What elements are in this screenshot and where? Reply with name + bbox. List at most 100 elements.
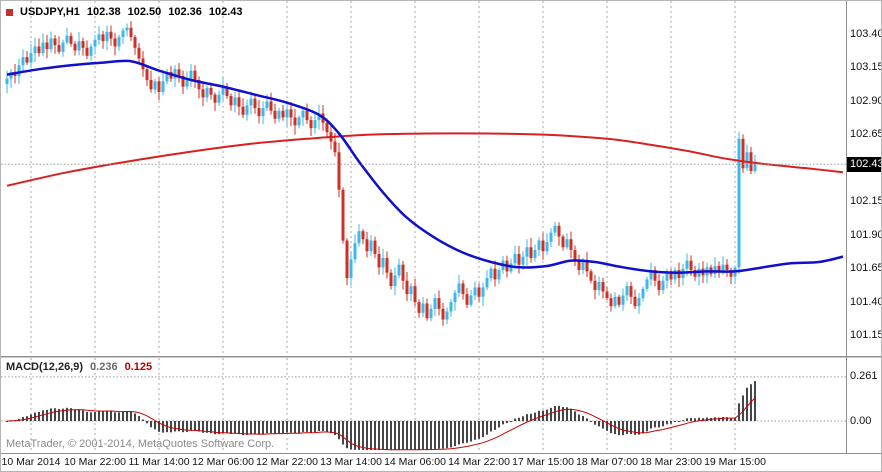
price-axis-label: 102.15 (850, 195, 882, 208)
macd-bar (494, 421, 496, 430)
macd-bar (326, 421, 328, 432)
macd-bar (582, 415, 584, 421)
candle-body (433, 298, 437, 309)
candle-body (41, 42, 45, 54)
macd-bar (270, 421, 272, 434)
macd-bar (334, 421, 336, 436)
macd-bar (290, 421, 292, 433)
candle-body (481, 287, 485, 297)
candle-body (285, 109, 289, 118)
macd-bar (474, 421, 476, 440)
macd-signal-line (6, 397, 756, 451)
candle-body (449, 302, 453, 312)
candle-body (333, 141, 337, 153)
macd-bar (186, 421, 188, 432)
macd-bar (598, 421, 600, 427)
candle-body (405, 280, 409, 295)
candle-body (665, 271, 669, 281)
macd-bar (350, 421, 352, 450)
macd-bar (58, 408, 60, 421)
macd-bar (618, 421, 620, 436)
window-splitter[interactable] (1, 356, 881, 358)
macd-bar (94, 412, 96, 421)
macd-bar (450, 421, 452, 448)
candle-body (69, 35, 73, 44)
candle-body (65, 35, 69, 43)
macd-bar (170, 421, 172, 433)
candle-body (281, 110, 285, 118)
macd-axis[interactable]: 0.261 0.00 (848, 358, 881, 453)
macd-bar (190, 421, 192, 431)
time-axis-label: 12 Mar 06:00 (192, 456, 254, 468)
macd-bar (446, 421, 448, 449)
candle-body (693, 270, 697, 277)
candle-body (105, 31, 109, 42)
macd-main-value: 0.236 (90, 361, 118, 373)
macd-bar (346, 421, 348, 449)
macd-bar (682, 420, 684, 422)
macd-bar (90, 412, 92, 421)
macd-bar (502, 421, 504, 425)
macd-axis-label: 0.00 (850, 414, 872, 427)
macd-bar (650, 421, 652, 429)
candle-body (721, 264, 725, 273)
candle-body (737, 138, 741, 268)
time-axis-label: 18 Mar 23:00 (640, 456, 702, 468)
macd-bar (50, 408, 52, 421)
time-axis[interactable]: 10 Mar 2014 10 Mar 22:00 11 Mar 14:00 12 Ma… (1, 454, 846, 471)
macd-bar (194, 421, 196, 431)
macd-panel-canvas[interactable] (1, 358, 846, 453)
candle-body (317, 113, 321, 121)
candle-body (369, 240, 373, 252)
candle-body (553, 225, 557, 233)
candle-body (393, 275, 397, 287)
candle-body (49, 38, 53, 50)
candle-body (413, 286, 417, 303)
macd-bar (694, 418, 696, 421)
candle-body (301, 110, 305, 118)
macd-bar (310, 421, 312, 433)
candle-body (293, 117, 297, 126)
macd-bar (522, 416, 524, 421)
macd-bar (578, 414, 580, 421)
macd-bar (430, 421, 432, 450)
macd-bar (442, 421, 444, 449)
price-axis-label: 102.90 (850, 94, 882, 107)
macd-bar (486, 421, 488, 435)
candle-body (5, 78, 9, 84)
macd-bar (238, 421, 240, 435)
macd-bar (730, 418, 732, 421)
candle-body (381, 257, 385, 268)
macd-bar (138, 416, 140, 421)
macd-bar (630, 421, 632, 435)
candle-body (117, 37, 121, 47)
macd-bar (54, 408, 56, 421)
macd-bar (318, 421, 320, 432)
candle-body (61, 42, 65, 52)
candle-body (589, 271, 593, 281)
price-chart-canvas[interactable] (1, 1, 846, 356)
candle-body (729, 270, 733, 277)
candle-body (313, 120, 317, 129)
macd-bar (534, 412, 536, 421)
candle-body (605, 291, 609, 299)
macd-bar (530, 413, 532, 421)
candle-body (417, 302, 421, 313)
macd-bar (110, 411, 112, 421)
price-axis[interactable]: 103.40103.15102.90102.65102.40102.15101.… (848, 1, 882, 356)
macd-bar (118, 412, 120, 421)
candle-body (85, 47, 89, 56)
macd-bar (242, 421, 244, 436)
candle-body (305, 110, 309, 121)
macd-bar (434, 421, 436, 449)
candle-body (81, 41, 85, 48)
copyright-text: MetaTrader, © 2001-2014, MetaQuotes Soft… (6, 438, 275, 450)
candle-body (525, 247, 529, 257)
candle-body (177, 69, 181, 76)
candle-body (253, 98, 257, 109)
candle-body (9, 71, 13, 79)
macd-bar (414, 421, 416, 450)
macd-bar (106, 410, 108, 421)
macd-bar (654, 421, 656, 428)
candle-body (641, 288, 645, 299)
